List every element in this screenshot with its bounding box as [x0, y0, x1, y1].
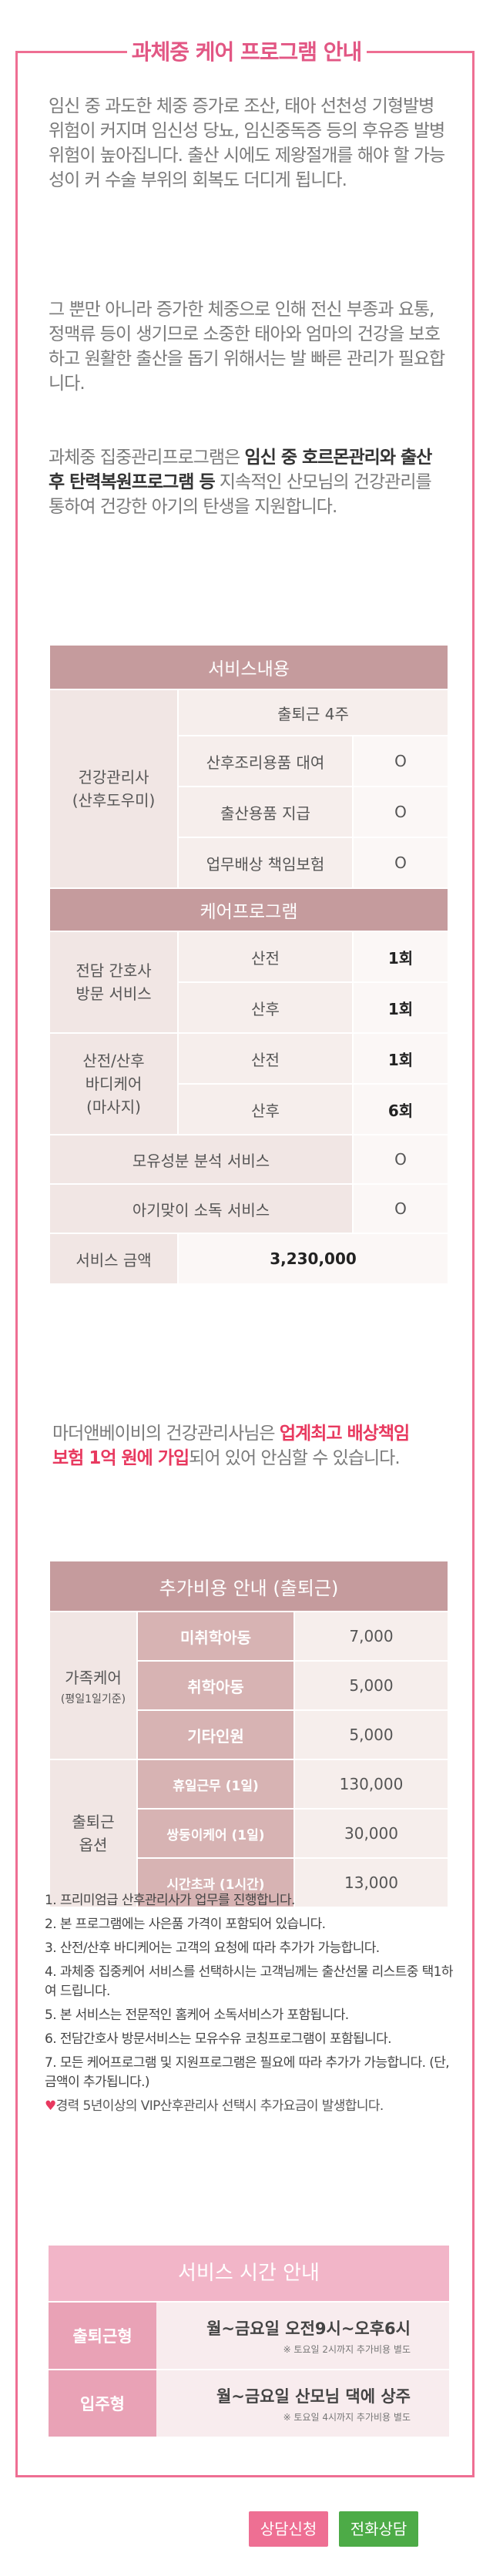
item-name: 출산용품 지급: [177, 786, 354, 838]
body-row-value: 6회: [352, 1083, 449, 1135]
body-row-name: 산전: [177, 1032, 354, 1085]
service-time-value: 월~금요일 오전9시~오후6시 ※ 토요일 2시까지 추가비용 별도: [156, 2303, 449, 2369]
service-time-row: 입주형 월~금요일 산모님 댁에 상주 ※ 토요일 4시까지 추가비용 별도: [49, 2369, 449, 2437]
family-care-sub: (평일1일기준): [60, 1692, 126, 1706]
family-care-label: 가족케어 (평일1일기준): [49, 1611, 138, 1760]
family-row-name: 미취학아동: [136, 1611, 295, 1662]
item-name: 업무배상 책임보험: [177, 837, 354, 889]
care-header: 케어프로그램: [49, 887, 449, 932]
family-row-value: 7,000: [293, 1611, 449, 1662]
price-value: 3,230,000: [177, 1233, 449, 1285]
nurse-row-name: 산전: [177, 931, 354, 983]
commute-row-name: 휴일근무 (1일): [136, 1759, 295, 1810]
commute-4weeks: 출퇴근 4주: [177, 689, 449, 736]
insurance-highlight: 업계최고 배상책임보험 1억 원에 가입: [52, 1424, 410, 1468]
family-row-value: 5,000: [293, 1709, 449, 1760]
extra-row-value: O: [352, 1183, 449, 1234]
family-row-name: 기타인원: [136, 1709, 295, 1760]
frame-top-line-right: [367, 51, 475, 53]
commute-option-label: 출퇴근 옵션: [49, 1759, 138, 1908]
service-time-sub: ※ 토요일 4시까지 추가비용 별도: [283, 2411, 411, 2423]
extra-row-value: O: [352, 1134, 449, 1185]
service-time-label: 입주형: [49, 2370, 156, 2437]
family-row-name: 취학아동: [136, 1660, 295, 1711]
caregiver-label: 건강관리사 (산후도우미): [49, 689, 179, 889]
commute-row-value: 130,000: [293, 1759, 449, 1810]
vip-note-text: 경력 5년이상의 VIP산후관리사 선택시 추가요금이 발생합니다.: [55, 2098, 384, 2114]
insurance-text: 마더앤베이비의 건강관리사님은: [52, 1424, 280, 1444]
item-name: 산후조리용품 대여: [177, 735, 354, 787]
intro-p3-text-end: 지속적인 산모님의 건강관리를 통하여 건강한 아기의 탄생을 지원합니다.: [49, 472, 432, 517]
commute-row-value: 13,000: [293, 1857, 449, 1908]
note-item: 7. 모든 케어프로그램 및 지원프로그램은 필요에 따라 추가가 가능합니다.…: [45, 2055, 450, 2090]
commute-row-name: 시간초과 (1시간): [136, 1857, 295, 1908]
nurse-row-name: 산후: [177, 981, 354, 1034]
price-label: 서비스 금액: [49, 1233, 179, 1285]
heart-icon: ♥: [45, 2098, 56, 2114]
note-item: 4. 과체중 집중케어 서비스를 선택하시는 고객님께는 출산선물 리스트중 택…: [45, 1964, 454, 1999]
commute-row-value: 30,000: [293, 1808, 449, 1859]
service-time-sub: ※ 토요일 2시까지 추가비용 별도: [283, 2343, 411, 2355]
service-time-title: 서비스 시간 안내: [49, 2246, 449, 2301]
content-frame: [15, 51, 475, 2477]
extra-cost-header: 추가비용 안내 (출퇴근): [49, 1560, 449, 1612]
service-time-box: 서비스 시간 안내 출퇴근형 월~금요일 오전9시~오후6시 ※ 토요일 2시까…: [49, 2246, 449, 2437]
service-time-label: 출퇴근형: [49, 2303, 156, 2369]
extra-cost-table: 추가비용 안내 (출퇴근) 가족케어 (평일1일기준) 미취학아동 7,000 …: [49, 1560, 449, 1908]
note-item: 5. 본 서비스는 전문적인 홈케어 소독서비스가 포함됩니다.: [45, 2007, 349, 2023]
intro-paragraph-3: 과체중 집중관리프로그램은 임신 중 호르몬관리와 출산 후 탄력복원프로그램 …: [49, 445, 449, 519]
family-care-title: 가족케어: [65, 1668, 122, 1687]
intro-paragraph-2: 그 뿐만 아니라 증가한 체중으로 인해 전신 부종과 요통, 정맥류 등이 생…: [49, 300, 445, 394]
insurance-note: 마더앤베이비의 건강관리사님은 업계최고 배상책임보험 1억 원에 가입되어 있…: [52, 1421, 422, 1471]
bodycare-label: 산전/산후 바디케어 (마사지): [49, 1032, 179, 1135]
intro-p3-text: 과체중 집중관리프로그램은: [49, 448, 245, 468]
service-time-main: 월~금요일 산모님 댁에 상주: [216, 2386, 411, 2406]
extra-row-name: 모유성분 분석 서비스: [49, 1134, 354, 1185]
insurance-text-end: 되어 있어 안심할 수 있습니다.: [189, 1448, 400, 1468]
family-row-value: 5,000: [293, 1660, 449, 1711]
body-row-name: 산후: [177, 1083, 354, 1135]
note-item: 6. 전담간호사 방문서비스는 모유수유 코칭프로그램이 포함됩니다.: [45, 2031, 392, 2047]
extra-row-name: 아기맞이 소독 서비스: [49, 1183, 354, 1234]
service-time-row: 출퇴근형 월~금요일 오전9시~오후6시 ※ 토요일 2시까지 추가비용 별도: [49, 2301, 449, 2369]
intro-paragraph-1: 임신 중 과도한 체중 증가로 조산, 태아 선천성 기형발병 위험이 커지며 …: [49, 96, 445, 190]
page-title: 과체중 케어 프로그램 안내: [131, 39, 363, 65]
note-item: 2. 본 프로그램에는 사은품 가격이 포함되어 있습니다.: [45, 1917, 326, 1932]
service-table: 서비스내용 건강관리사 (산후도우미) 출퇴근 4주 산후조리용품 대여 O 출산…: [49, 644, 449, 1285]
intro-p3-highlight: 임신 중 호르몬관리와 출산 후 탄력복원프로그램 등: [49, 448, 432, 492]
item-value: O: [352, 786, 449, 838]
service-header: 서비스내용: [49, 644, 449, 690]
nurse-row-value: 1회: [352, 981, 449, 1034]
note-item: 3. 산전/산후 바디케어는 고객의 요청에 따라 추가가 가능합니다.: [45, 1940, 380, 1956]
phone-consult-button[interactable]: 전화상담: [339, 2511, 418, 2547]
service-time-value: 월~금요일 산모님 댁에 상주 ※ 토요일 4시까지 추가비용 별도: [156, 2370, 449, 2437]
item-value: O: [352, 837, 449, 889]
frame-top-line-left: [15, 51, 127, 53]
body-row-value: 1회: [352, 1032, 449, 1085]
notes-list: 1. 프리미엄급 산후관리사가 업무를 진행합니다. 2. 본 프로그램에는 사…: [45, 1891, 461, 2121]
item-value: O: [352, 735, 449, 787]
service-time-main: 월~금요일 오전9시~오후6시: [206, 2319, 411, 2338]
vip-note: ♥경력 5년이상의 VIP산후관리사 선택시 추가요금이 발생합니다.: [45, 2097, 461, 2116]
commute-row-name: 쌍둥이케어 (1일): [136, 1808, 295, 1859]
note-item: 1. 프리미엄급 산후관리사가 업무를 진행합니다.: [45, 1893, 295, 1908]
nurse-label: 전담 간호사 방문 서비스: [49, 931, 179, 1034]
consult-request-button[interactable]: 상담신청: [249, 2511, 328, 2547]
nurse-row-value: 1회: [352, 931, 449, 983]
